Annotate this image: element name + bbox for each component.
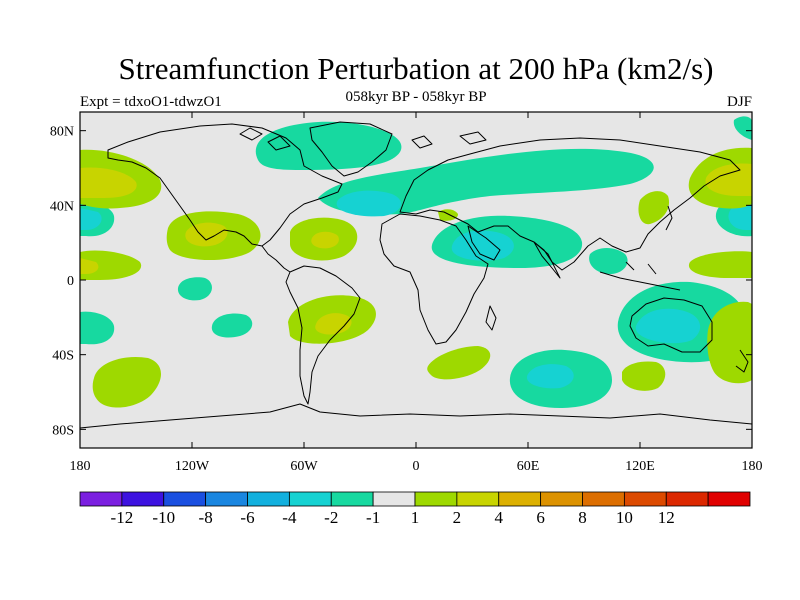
- core-npacific-east: [80, 167, 137, 198]
- core-southern-ocean: [526, 364, 574, 389]
- coast-arabia: [467, 225, 501, 261]
- colorbar-label: 8: [578, 508, 587, 527]
- core-dateline-west: [728, 204, 752, 230]
- coast-indonesia: [599, 261, 681, 291]
- colorbar-label: -4: [282, 508, 297, 527]
- contour-new-zealand-positive: [707, 301, 752, 384]
- core-south-america: [315, 313, 352, 335]
- contour-south-indian-positive: [427, 346, 491, 380]
- contour-tropical-ne-pacific-positive: [720, 257, 742, 273]
- core-dateline-east: [80, 208, 102, 230]
- axis-ticks: [79, 112, 753, 448]
- colorbar-swatch: [582, 491, 625, 507]
- x-tick-label: 0: [413, 459, 420, 474]
- colorbar-swatch: [498, 491, 542, 507]
- y-tick-label: 80N: [50, 125, 74, 140]
- plot-title: Streamfunction Perturbation at 200 hPa (…: [118, 51, 714, 86]
- colorbar-label: 6: [536, 508, 545, 527]
- colorbar-label: 1: [411, 508, 420, 527]
- coast-central-america: [261, 245, 291, 273]
- core-npacific-west: [705, 163, 752, 196]
- y-tick-label: 40N: [50, 199, 74, 214]
- colorbar-swatch: [414, 491, 458, 507]
- contour-arctic-negative: [255, 121, 402, 170]
- coast-new-zealand: [735, 349, 749, 373]
- y-tick-label: 80S: [52, 423, 74, 438]
- colorbar-label: -1: [366, 508, 380, 527]
- colorbar-swatch: [623, 491, 667, 507]
- colorbar-label: -6: [240, 508, 254, 527]
- y-tick-label: 40S: [52, 349, 74, 364]
- colorbar-label: 4: [495, 508, 504, 527]
- contour-sw-pacific-positive: [92, 356, 161, 408]
- colorbar-swatch: [163, 491, 207, 507]
- colorbar-label: 10: [616, 508, 633, 527]
- axis-labels: 180 120W 60W 0 60E 120E 180 80N 40N 0 40S 80S: [50, 125, 763, 474]
- contour-fills: [80, 116, 752, 408]
- coast-africa: [379, 213, 489, 345]
- core-atlantic: [336, 190, 402, 217]
- y-tick-label: 0: [67, 274, 74, 289]
- contour-philippines-negative: [589, 248, 628, 274]
- colorbar-label: 12: [658, 508, 675, 527]
- colorbar-swatch: [540, 491, 583, 507]
- period-label: 058kyr BP - 058kyr BP: [345, 89, 487, 105]
- core-australia: [635, 308, 701, 344]
- x-tick-label: 120W: [175, 459, 210, 474]
- colorbar-swatch: [205, 491, 248, 507]
- contour-pacific-south-negative: [177, 277, 212, 301]
- colorbar-label: 2: [453, 508, 462, 527]
- strong-negative-contours: [80, 190, 752, 389]
- contour-pacific-sw-negative: [211, 313, 253, 338]
- experiment-label: Expt = tdxoO1-tdwzO1: [80, 94, 222, 110]
- colorbar-label: -8: [199, 508, 213, 527]
- x-tick-label: 180: [742, 459, 763, 474]
- coast-antarctica: [80, 403, 752, 429]
- coast-arctic-islands: [239, 127, 487, 151]
- season-label: DJF: [726, 94, 752, 110]
- x-tick-label: 60E: [517, 459, 540, 474]
- colorbar-swatch: [288, 491, 332, 507]
- coastlines: [80, 121, 752, 429]
- contour-atlantic-eurasia-negative: [318, 148, 654, 215]
- coast-india: [533, 241, 561, 279]
- contour-nwpacific-positive: [638, 191, 670, 225]
- x-tick-label: 120E: [625, 459, 655, 474]
- colorbar-label: -10: [152, 508, 175, 527]
- contour-pacific-polar-negative: [733, 116, 752, 140]
- contour-south-pacific-positive: [622, 361, 666, 391]
- colorbar-label: -12: [111, 508, 134, 527]
- contour-tropical-pacific-west-positive: [688, 251, 752, 278]
- colorbar-swatch: [79, 491, 123, 507]
- contour-tropical-pacific-east-positive: [80, 250, 142, 280]
- colorbar-label: -2: [324, 508, 338, 527]
- colorbar-swatch: [247, 491, 290, 507]
- colorbar: -12 -10 -8 -6 -4 -2 -1 1 2 4 6 8 10 12: [79, 491, 751, 527]
- colorbar-swatch: [456, 491, 500, 507]
- colorbar-swatch: [121, 491, 165, 507]
- strong-positive-contours: [80, 163, 752, 335]
- colorbar-swatch: [665, 491, 709, 507]
- coast-madagascar: [485, 305, 497, 331]
- coast-japan: [665, 205, 673, 231]
- coast-greenland: [309, 121, 393, 177]
- colorbar-swatch: [372, 491, 416, 507]
- coast-north-america: [107, 123, 343, 247]
- x-tick-label: 60W: [290, 459, 318, 474]
- x-tick-label: 180: [70, 459, 91, 474]
- core-tropical-atlantic: [311, 231, 339, 249]
- colorbar-swatch: [330, 491, 374, 507]
- coast-south-america: [285, 265, 361, 405]
- core-tropical-pacific-east: [80, 258, 99, 274]
- contour-sw-pacific-negative: [80, 311, 115, 345]
- coast-australia: [629, 297, 713, 353]
- colorbar-swatch: [707, 491, 751, 507]
- coast-europe-asia: [399, 137, 741, 271]
